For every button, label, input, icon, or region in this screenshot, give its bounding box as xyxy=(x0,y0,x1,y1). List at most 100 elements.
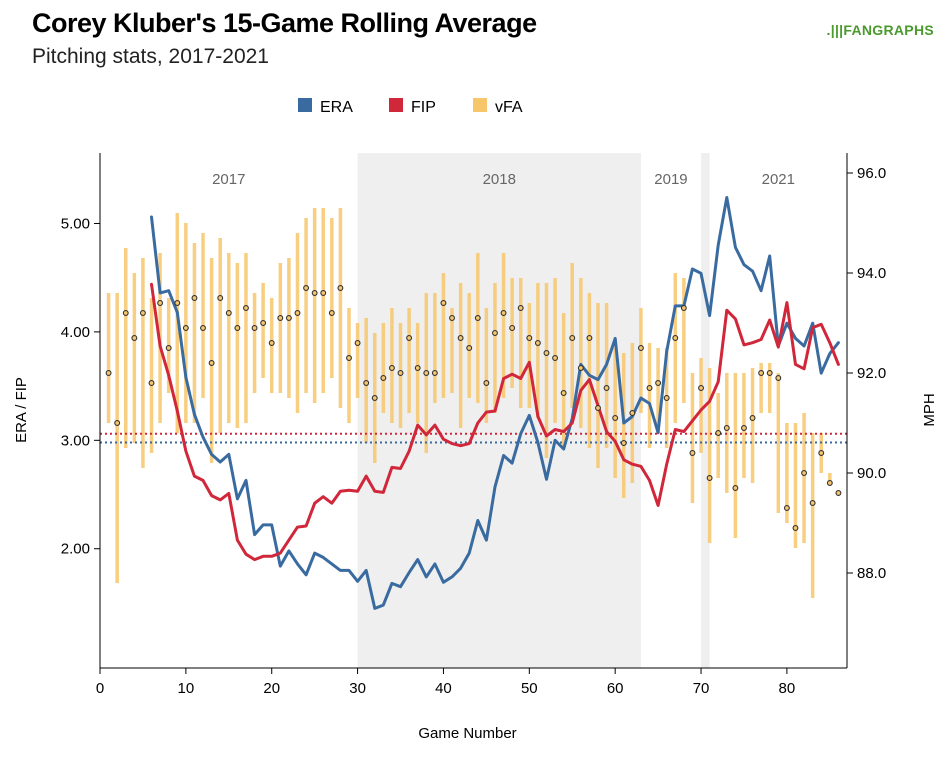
vfa-point xyxy=(629,410,636,416)
vfa-point xyxy=(809,500,816,506)
legend-swatch-fip xyxy=(389,98,403,112)
y-left-tick-label: 4.00 xyxy=(61,324,90,341)
vfa-point xyxy=(191,295,198,301)
logo-text: FANGRAPHS xyxy=(843,22,934,38)
vfa-point xyxy=(243,305,249,311)
vfa-point xyxy=(586,335,593,341)
vfa-point xyxy=(268,340,275,346)
vfa-point xyxy=(105,370,112,376)
vfa-point xyxy=(783,505,790,511)
vfa-point xyxy=(655,380,662,386)
vfa-point xyxy=(500,310,507,316)
vfa-point xyxy=(449,315,455,321)
vfa-point xyxy=(646,385,653,391)
vfa-point xyxy=(492,330,498,336)
vfa-point xyxy=(423,370,430,376)
chart-title: Corey Kluber's 15-Game Rolling Average xyxy=(32,8,537,38)
vfa-point xyxy=(698,385,704,391)
vfa-point xyxy=(826,480,833,486)
vfa-point xyxy=(217,295,224,301)
x-axis-title: Game Number xyxy=(418,725,516,742)
vfa-point xyxy=(620,440,627,446)
logo-mark-icon: .||| xyxy=(826,22,844,38)
lines-layer xyxy=(150,196,840,610)
season-label-2021: 2021 xyxy=(762,171,795,188)
y-left-tick-label: 3.00 xyxy=(61,432,90,449)
vfa-point xyxy=(165,345,172,351)
vfa-point xyxy=(483,380,490,386)
x-tick-label: 80 xyxy=(779,680,796,697)
legend: ERA FIP vFA xyxy=(298,98,523,116)
vfa-point xyxy=(715,430,722,436)
season-shade-gap xyxy=(701,153,710,668)
x-tick-label: 60 xyxy=(607,680,624,697)
vfa-point xyxy=(766,370,773,376)
vfa-point xyxy=(741,425,747,431)
vfa-point xyxy=(397,370,404,376)
vfa-point xyxy=(406,335,413,341)
vfa-point xyxy=(457,335,464,341)
vfa-point xyxy=(466,345,473,351)
vfa-point xyxy=(749,415,756,421)
vfa-point xyxy=(346,355,352,361)
vfa-point xyxy=(440,300,447,306)
x-tick-label: 50 xyxy=(521,680,538,697)
vfa-point xyxy=(260,320,267,326)
vfa-point xyxy=(663,395,670,401)
y-right-tick-label: 94.0 xyxy=(857,265,886,282)
vfa-point xyxy=(603,385,610,391)
y-left-tick-label: 5.00 xyxy=(61,215,90,232)
season-label-2018: 2018 xyxy=(483,171,516,188)
x-tick-label: 10 xyxy=(178,680,195,697)
vfa-point xyxy=(285,315,292,321)
vfa-point xyxy=(706,475,713,481)
vfa-point xyxy=(792,525,799,531)
vfa-point xyxy=(320,290,327,296)
vfa-point xyxy=(114,420,121,426)
season-label-2019: 2019 xyxy=(654,171,687,188)
vfa-point xyxy=(354,340,361,346)
vfa-point xyxy=(775,375,782,381)
vfa-point xyxy=(122,310,129,316)
vfa-point xyxy=(182,325,189,331)
vfa-point xyxy=(328,310,335,316)
vfa-point xyxy=(234,325,241,331)
legend-label-fip: FIP xyxy=(411,99,436,116)
vfa-point xyxy=(552,355,559,361)
vfa-point xyxy=(509,325,516,331)
vfa-point xyxy=(818,450,825,456)
vfa-layer xyxy=(106,208,832,598)
y-left-axis-title: ERA / FIP xyxy=(13,377,30,443)
fip-line xyxy=(150,282,840,562)
axes-layer: 0 10 20 30 40 50 60 70 80 2.00 3.00 4.00 5.00 88.0 90.… xyxy=(13,153,938,742)
legend-swatch-era xyxy=(298,98,312,112)
vfa-point xyxy=(251,325,258,331)
era-line xyxy=(150,196,840,610)
vfa-point xyxy=(680,305,687,311)
vfa-point xyxy=(474,315,481,321)
vfa-point xyxy=(577,365,584,371)
y-right-tick-label: 92.0 xyxy=(857,365,886,382)
vfa-point xyxy=(208,360,215,366)
vfa-point xyxy=(569,335,576,341)
vfa-point xyxy=(835,490,842,496)
vfa-point xyxy=(225,310,232,316)
vfa-point xyxy=(732,485,739,491)
vfa-point xyxy=(363,380,370,386)
vfa-point xyxy=(612,415,619,421)
vfa-point xyxy=(371,395,378,401)
x-tick-label: 30 xyxy=(349,680,366,697)
vfa-point xyxy=(560,390,567,396)
x-tick-label: 70 xyxy=(693,680,710,697)
x-tick-label: 0 xyxy=(96,680,104,697)
chart-subtitle: Pitching stats, 2017-2021 xyxy=(32,45,269,68)
vfa-point xyxy=(294,310,301,316)
vfa-point xyxy=(174,300,181,306)
vfa-point xyxy=(131,335,138,341)
vfa-point xyxy=(311,290,318,296)
y-right-axis-title: MPH xyxy=(921,393,938,426)
vfa-point xyxy=(303,285,310,291)
vfa-point xyxy=(380,375,387,381)
x-tick-label: 40 xyxy=(435,680,452,697)
